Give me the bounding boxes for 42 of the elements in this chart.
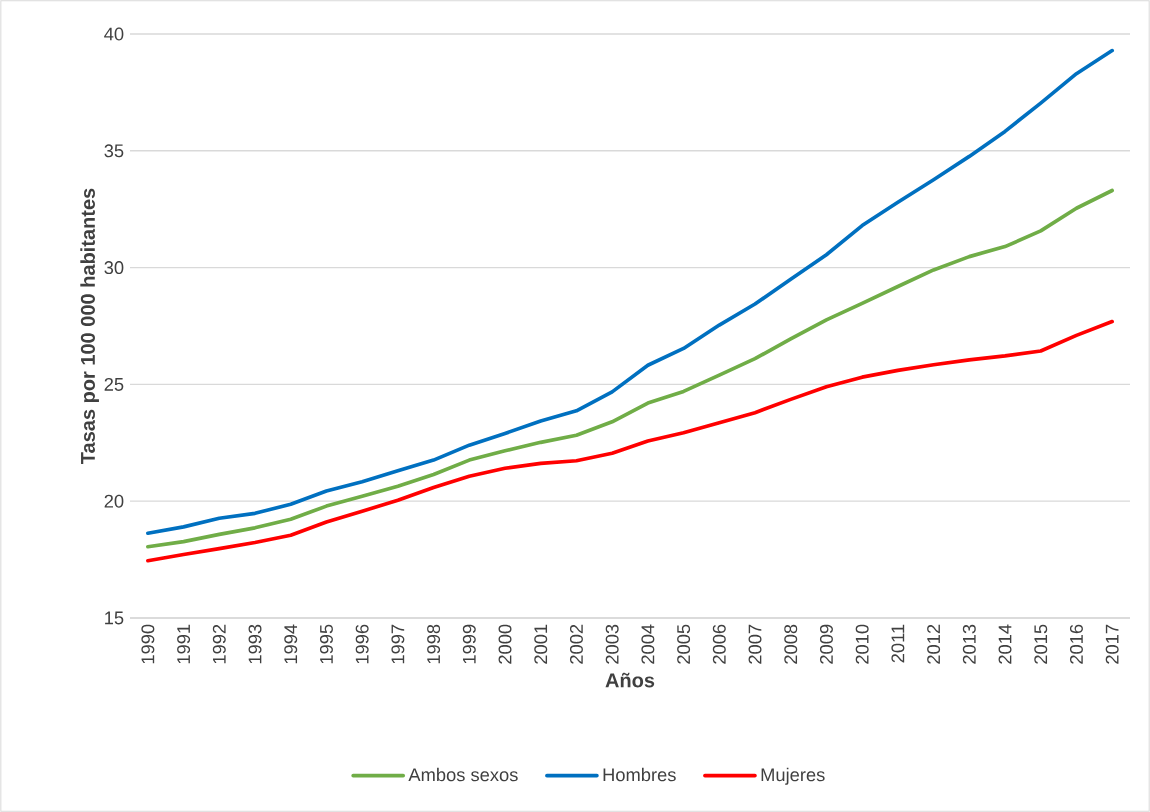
x-tick-label: 2008 bbox=[784, 624, 798, 664]
x-tick-label: 1994 bbox=[284, 624, 298, 664]
x-tick-label: 2001 bbox=[534, 624, 548, 664]
x-tick-label: 2016 bbox=[1069, 624, 1083, 664]
legend-label: Ambos sexos bbox=[408, 767, 518, 782]
x-tick-label: 2013 bbox=[962, 624, 976, 664]
y-tick-label: 35 bbox=[104, 144, 124, 158]
x-tick-label: 1991 bbox=[177, 624, 191, 664]
y-tick-label: 20 bbox=[104, 494, 124, 508]
x-tick-label: 1993 bbox=[248, 624, 262, 664]
y-tick-label: 25 bbox=[104, 377, 124, 391]
x-tick-label: 2006 bbox=[712, 624, 726, 664]
x-tick-label: 2004 bbox=[641, 624, 655, 664]
line-series bbox=[146, 319, 1114, 563]
y-tick-label: 40 bbox=[104, 27, 124, 41]
x-tick-label: 2009 bbox=[819, 624, 833, 664]
x-tick-label: 2007 bbox=[748, 624, 762, 664]
legend-label: Mujeres bbox=[761, 767, 825, 785]
x-tick-label: 2000 bbox=[498, 624, 512, 664]
x-tick-label: 1996 bbox=[355, 624, 369, 664]
x-tick-label: 1997 bbox=[391, 624, 405, 664]
x-tick-label: 2005 bbox=[677, 624, 691, 664]
x-tick-label: 1990 bbox=[141, 624, 155, 664]
x-tick-label: 2011 bbox=[891, 624, 905, 663]
x-tick-label: 1995 bbox=[319, 624, 333, 664]
x-tick-label: 2002 bbox=[569, 624, 583, 664]
x-tick-label: 1992 bbox=[212, 624, 226, 664]
line-series bbox=[146, 188, 1114, 549]
x-tick-label: 2014 bbox=[998, 624, 1012, 664]
y-tick-label: 15 bbox=[105, 611, 124, 625]
x-tick-label: 2012 bbox=[927, 624, 941, 664]
x-axis-title: Años bbox=[605, 672, 655, 688]
y-tick-label: 30 bbox=[104, 261, 124, 275]
x-tick-label: 1998 bbox=[427, 624, 441, 664]
legend-label: Hombres bbox=[603, 767, 676, 782]
line-series bbox=[146, 48, 1114, 536]
x-tick-label: 2010 bbox=[855, 624, 869, 664]
x-tick-label: 2015 bbox=[1034, 624, 1048, 664]
x-tick-label: 1999 bbox=[462, 624, 476, 664]
x-tick-label: 2003 bbox=[605, 624, 619, 664]
x-tick-label: 2017 bbox=[1105, 624, 1119, 664]
y-axis-title: Tasas por 100 000 habitantes bbox=[80, 188, 99, 464]
